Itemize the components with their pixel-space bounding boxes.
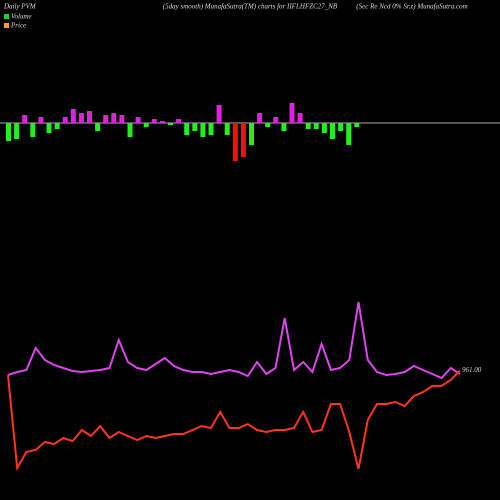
volume-bar <box>127 123 133 137</box>
price-label: 961.00 <box>462 366 482 374</box>
volume-bar <box>200 123 206 137</box>
volume-bar <box>70 109 76 123</box>
volume-bar <box>38 117 44 123</box>
chart-title: Daily PVM <box>3 3 37 11</box>
volume-bar <box>159 121 165 123</box>
volume-bar <box>46 123 52 133</box>
volume-bar <box>321 123 327 133</box>
volume-bar <box>216 105 222 123</box>
volume-bar <box>208 123 214 135</box>
legend-swatch <box>4 23 9 28</box>
volume-bar <box>346 123 352 145</box>
legend-label: Price <box>10 22 26 30</box>
volume-bar <box>265 123 271 127</box>
volume-bar <box>305 123 311 129</box>
volume-bar <box>22 115 28 123</box>
volume-bar <box>143 123 149 127</box>
volume-bar <box>249 123 254 145</box>
chart-source: (Sec Re Ncd 0% Sr.z) MunafaSutra.com <box>356 3 467 11</box>
volume-bar <box>30 123 36 137</box>
volume-bar <box>176 119 182 123</box>
volume-bar <box>6 123 11 141</box>
volume-bar <box>232 123 238 161</box>
volume-bar <box>224 123 230 135</box>
volume-bar <box>330 123 335 139</box>
volume-bar <box>338 123 344 131</box>
volume-bar <box>135 117 141 123</box>
volume-bar <box>78 113 84 123</box>
volume-bar <box>289 103 295 123</box>
volume-bar <box>111 113 117 123</box>
volume-bar <box>14 123 20 139</box>
price-line <box>7 369 461 472</box>
volume-bar <box>257 113 263 123</box>
legend-swatch <box>4 14 9 19</box>
chart-subtitle: (5day smooth) MunafaSutra(TM) charts for… <box>163 3 338 11</box>
volume-bar <box>119 115 125 123</box>
volume-bar <box>95 123 101 131</box>
volume-bar <box>54 123 60 129</box>
volume-bar <box>297 113 303 123</box>
legend-label: Volume <box>11 13 32 21</box>
volume-bar <box>273 117 279 123</box>
volume-bar <box>62 117 68 123</box>
volume-bar <box>313 123 319 129</box>
pvm-line <box>7 301 461 380</box>
volume-bar <box>281 123 287 131</box>
volume-bar <box>354 123 360 127</box>
volume-bar <box>184 123 190 135</box>
volume-bar <box>151 119 157 123</box>
volume-bar <box>192 123 198 131</box>
volume-bar <box>103 115 109 123</box>
volume-bar <box>168 123 173 125</box>
volume-bar <box>240 123 246 157</box>
volume-bar <box>87 111 92 123</box>
